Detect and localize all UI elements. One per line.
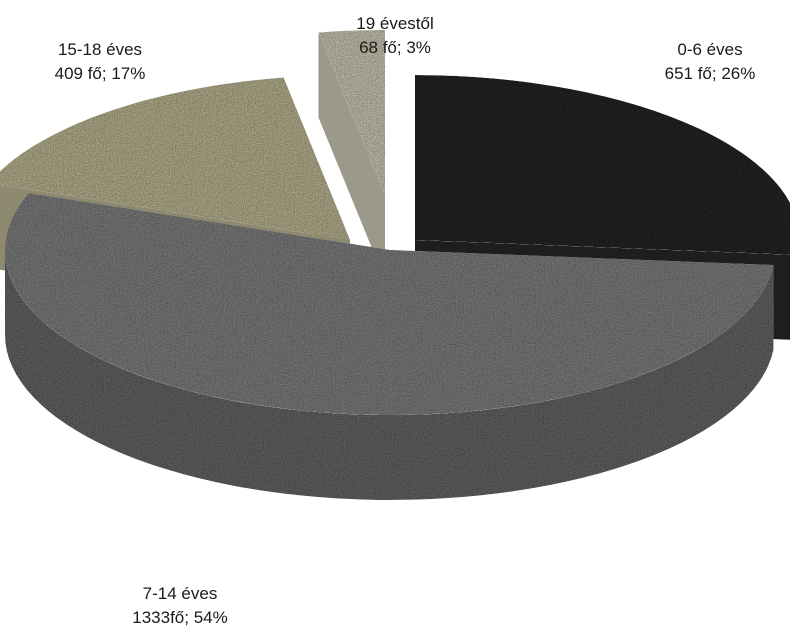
pie-slice-19-vest-l [318,30,385,280]
slice-value-19plus: 68 fő; 3% [359,38,431,57]
slice-label-19plus: 19 évestől 68 fő; 3% [310,12,480,60]
slice-category-19plus: 19 évestől [356,14,434,33]
pie-slice-side-7-14-ves [5,250,774,500]
pie-slice-wall-19-vest-l-0 [318,32,385,280]
slice-category-15-18: 15-18 éves [57,40,143,59]
slice-label-0-6: 0-6 éves 651 fő; 26% [635,38,785,86]
slice-value-0-6: 651 fő; 26% [664,64,756,83]
slice-value-15-18: 409 fő; 17% [54,64,146,83]
pie-slice-top-15-18-ves [0,77,350,240]
pie-slice-top-7-14-ves [4,192,774,416]
slice-category-0-6: 0-6 éves [677,40,743,59]
pie-slice-top-19-vest-l [318,30,385,195]
pie-slice-top-0-6-ves [415,75,790,255]
pie-slice-7-14-ves [4,192,774,500]
slice-label-7-14: 7-14 éves 1333fő; 54% [90,582,270,630]
slice-label-15-18: 15-18 éves 409 fő; 17% [20,38,180,86]
slice-value-7-14: 1333fő; 54% [132,608,228,627]
slice-category-7-14: 7-14 éves [142,584,218,603]
